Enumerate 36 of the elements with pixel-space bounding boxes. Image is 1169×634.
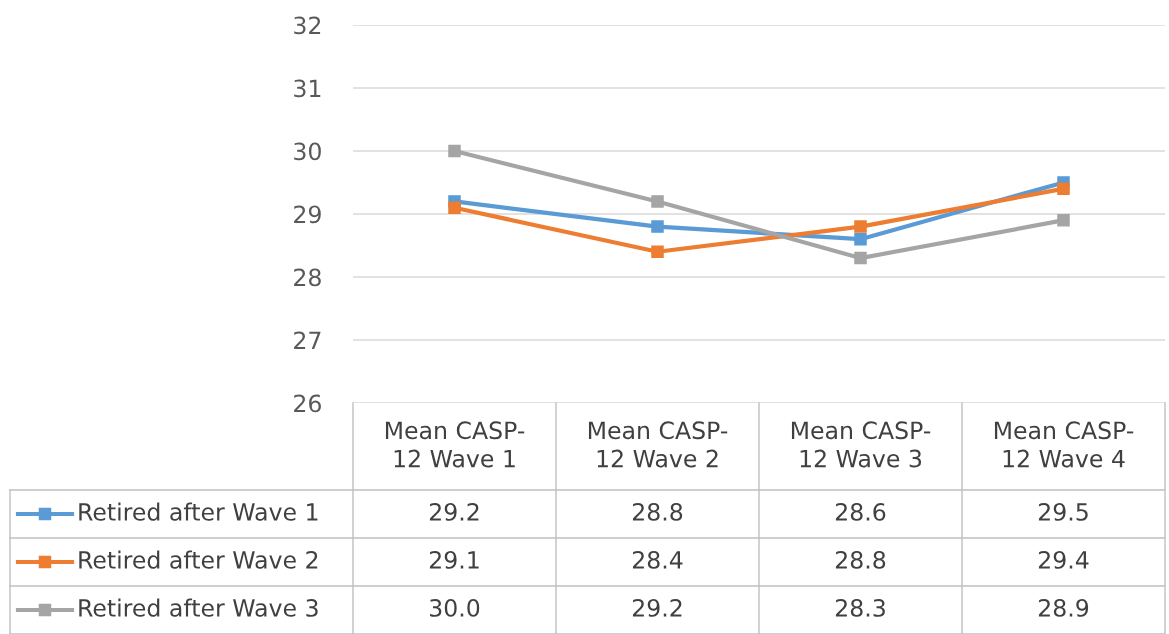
data-label: 28.4 bbox=[632, 550, 683, 569]
point bbox=[651, 245, 664, 259]
legend-label: Retired after Wave 3 bbox=[79, 598, 318, 617]
data-label: 29.2 bbox=[632, 598, 682, 617]
data-label: 28.6 bbox=[835, 502, 886, 521]
data-label: 29.2 bbox=[429, 502, 479, 521]
point bbox=[651, 195, 664, 208]
legend-label: Retired after Wave 1 bbox=[79, 502, 318, 521]
point bbox=[854, 220, 867, 233]
x-tick-label: Mean CASP- 12 Wave 2 bbox=[588, 421, 728, 468]
point bbox=[448, 144, 461, 158]
data-label: 30.0 bbox=[430, 598, 480, 617]
y-tick-label: 27 bbox=[294, 331, 321, 349]
y-tick-label: 28 bbox=[294, 268, 321, 287]
data-label: 28.8 bbox=[835, 550, 886, 569]
y-tick-label: 31 bbox=[294, 79, 321, 98]
data-label: 28.8 bbox=[632, 502, 683, 521]
point bbox=[854, 251, 867, 265]
data-label: 28.9 bbox=[1038, 598, 1089, 617]
x-tick-label: Mean CASP- 12 Wave 1 bbox=[385, 421, 525, 468]
y-tick-label: 32 bbox=[294, 16, 321, 35]
x-tick-label: Mean CASP- 12 Wave 4 bbox=[994, 421, 1134, 468]
y-tick-label: 26 bbox=[294, 394, 321, 413]
point bbox=[448, 201, 461, 214]
point bbox=[1057, 214, 1070, 227]
data-label: 28.3 bbox=[835, 598, 885, 617]
x-tick-label: Mean CASP- 12 Wave 3 bbox=[791, 421, 931, 468]
point bbox=[1057, 182, 1070, 196]
y-tick-label: 29 bbox=[294, 205, 321, 224]
point bbox=[651, 220, 664, 233]
point bbox=[854, 232, 867, 246]
y-tick-label: 30 bbox=[294, 142, 321, 161]
data-label: 29.4 bbox=[1038, 550, 1089, 569]
legend-label: Retired after Wave 2 bbox=[79, 550, 318, 569]
data-label: 29.5 bbox=[1038, 502, 1088, 521]
data-label: 29.1 bbox=[429, 550, 479, 569]
